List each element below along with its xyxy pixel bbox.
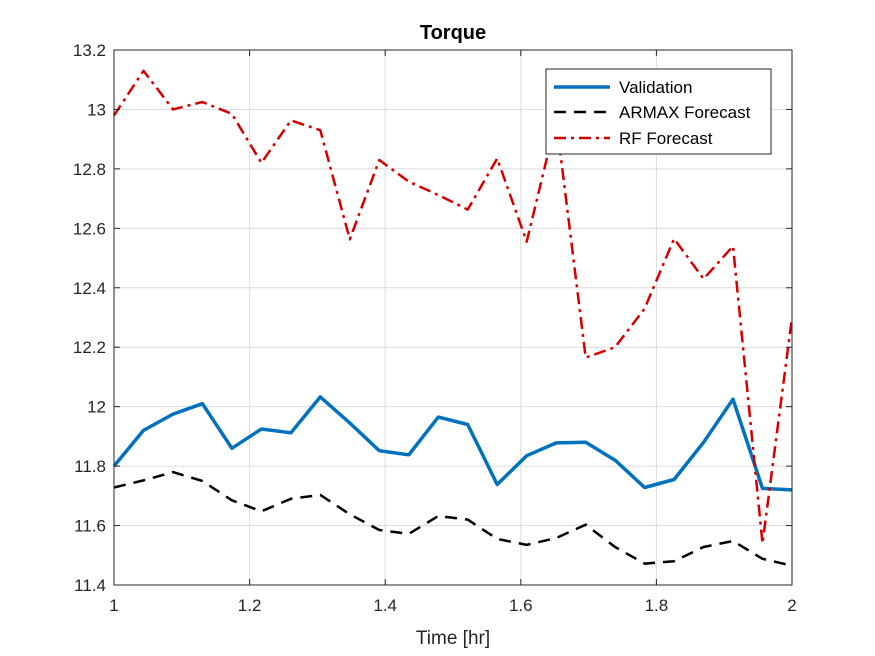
legend-label-armax: ARMAX Forecast (619, 103, 751, 122)
y-tick-label: 12.2 (73, 338, 106, 357)
x-tick-label: 2 (787, 596, 796, 615)
series-line-rf-forecast (112, 69, 794, 545)
y-tick-label: 11.4 (74, 576, 106, 595)
y-tick-label: 12 (87, 398, 106, 417)
y-tick-label: 11.8 (74, 457, 106, 476)
legend-label-validation: Validation (619, 78, 692, 97)
y-tick-label: 12.6 (73, 219, 106, 238)
y-tick-label: 13.2 (73, 41, 106, 60)
chart-title: Torque (420, 22, 486, 44)
x-tick-label: 1.8 (645, 596, 669, 615)
ticks-layer: 1 1.2 1.4 1.6 1.8 2 11.4 11.6 11.8 12 12.2 12.4 12.6… (73, 41, 797, 615)
x-tick-label: 1.4 (373, 596, 397, 615)
x-tick-label: 1 (109, 596, 118, 615)
series-line-armax-forecast (113, 470, 793, 567)
x-axis-label: Time [hr] (416, 628, 490, 649)
x-tick-label: 1.2 (238, 596, 262, 615)
axes-box (113, 49, 793, 586)
series-layer (112, 69, 794, 567)
x-tick-label: 1.6 (509, 596, 533, 615)
y-tick-label: 11.6 (74, 517, 106, 536)
legend: Validation ARMAX Forecast RF Forecast (545, 68, 772, 155)
legend-label-rf: RF Forecast (619, 129, 713, 148)
series-line-validation (112, 395, 793, 492)
y-tick-label: 12.4 (73, 279, 106, 298)
y-tick-label: 13 (87, 100, 106, 119)
y-tick-label: 12.8 (73, 160, 106, 179)
